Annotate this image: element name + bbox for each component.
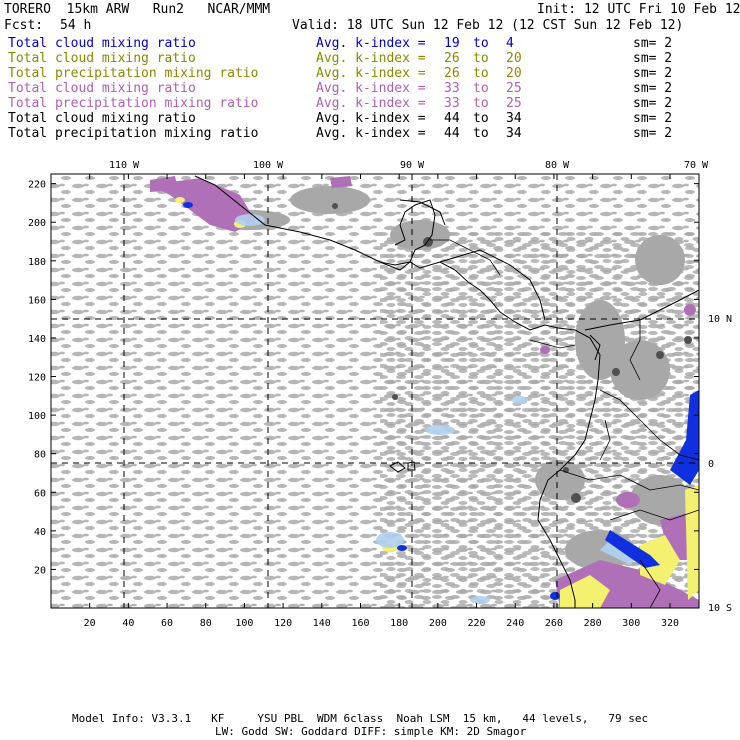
x-tick-label: 140 xyxy=(313,618,331,629)
init-time: Init: 12 UTC Fri 10 Feb 12 xyxy=(537,2,740,17)
legend-field: Total cloud mixing ratio xyxy=(8,51,196,66)
lon-label: 90 W xyxy=(400,160,425,171)
x-tick-label: 320 xyxy=(661,618,679,629)
legend-kindex-to-word: to xyxy=(473,66,489,81)
x-tick-label: 60 xyxy=(161,618,173,629)
legend-kindex-to-word: to xyxy=(473,111,489,126)
x-tick-label: 20 xyxy=(84,618,96,629)
forecast-hours: 54 h xyxy=(60,18,92,33)
axis-ticks xyxy=(51,174,699,608)
x-tick-label: 220 xyxy=(468,618,486,629)
x-tick-label: 240 xyxy=(506,618,524,629)
x-tick-label: 100 xyxy=(235,618,253,629)
legend-kindex-to: 4 xyxy=(506,36,514,51)
legend-smoothing: sm= 2 xyxy=(633,111,673,126)
legend-kindex-to-word: to xyxy=(473,81,489,96)
forecast-label: Fcst: xyxy=(4,18,44,33)
legend-kindex-from: 44 xyxy=(444,111,460,126)
lat-label: 0 xyxy=(708,459,714,470)
x-tick-label: 180 xyxy=(390,618,408,629)
x-tick-label: 200 xyxy=(429,618,447,629)
legend-field: Total cloud mixing ratio xyxy=(8,111,196,126)
x-tick-label: 300 xyxy=(622,618,640,629)
legend-smoothing: sm= 2 xyxy=(633,51,673,66)
x-tick-label: 260 xyxy=(545,618,563,629)
lat-label: 10 N xyxy=(708,314,732,325)
legend-field: Total precipitation mixing ratio xyxy=(8,66,259,81)
legend-kindex-to: 25 xyxy=(506,96,522,111)
y-tick-label: 200 xyxy=(28,218,46,229)
legend-smoothing: sm= 2 xyxy=(633,81,673,96)
physics-info: LW: Godd SW: Goddard DIFF: simple KM: 2D… xyxy=(215,725,527,738)
legend-kindex-label: Avg. k-index = xyxy=(316,66,426,81)
lon-label: 70 W xyxy=(684,160,709,171)
legend-kindex-to: 34 xyxy=(506,126,522,141)
legend-field: Total cloud mixing ratio xyxy=(8,36,196,51)
legend-kindex-to: 25 xyxy=(506,81,522,96)
legend-smoothing: sm= 2 xyxy=(633,36,673,51)
lon-label: 80 W xyxy=(545,160,570,171)
country-borders xyxy=(430,239,699,608)
legend-kindex-label: Avg. k-index = xyxy=(316,126,426,141)
legend-field: Total cloud mixing ratio xyxy=(8,81,196,96)
plot-frame xyxy=(50,173,700,609)
lon-label: 110 W xyxy=(109,160,140,171)
y-tick-label: 220 xyxy=(28,180,46,191)
y-tick-label: 140 xyxy=(28,334,46,345)
y-tick-label: 180 xyxy=(28,257,46,268)
legend-kindex-to-word: to xyxy=(473,51,489,66)
x-tick-label: 120 xyxy=(274,618,292,629)
lon-label: 100 W xyxy=(253,160,284,171)
legend-kindex-to-word: to xyxy=(473,36,489,51)
x-tick-label: 280 xyxy=(584,618,602,629)
y-tick-label: 80 xyxy=(34,450,46,461)
legend-kindex-from: 26 xyxy=(444,51,460,66)
y-tick-label: 160 xyxy=(28,295,46,306)
legend-field: Total precipitation mixing ratio xyxy=(8,96,259,111)
x-tick-label: 40 xyxy=(122,618,134,629)
y-tick-label: 40 xyxy=(34,527,46,538)
legend-kindex-to-word: to xyxy=(473,96,489,111)
y-tick-label: 20 xyxy=(34,565,46,576)
legend-kindex-label: Avg. k-index = xyxy=(316,96,426,111)
legend-kindex-label: Avg. k-index = xyxy=(316,36,426,51)
latlon-grid xyxy=(51,174,699,608)
model-title: TORERO 15km ARW Run2 NCAR/MMM xyxy=(4,2,271,17)
legend-kindex-label: Avg. k-index = xyxy=(316,81,426,96)
legend-kindex-to: 20 xyxy=(506,51,522,66)
model-info: Model Info: V3.3.1 KF YSU PBL WDM 6class… xyxy=(72,712,649,725)
y-tick-label: 60 xyxy=(34,488,46,499)
axis-tick-labels: 20 40 60 80 100 120 140 160 180 200 220 240 260 280 30… xyxy=(28,160,732,629)
legend-kindex-to: 20 xyxy=(506,66,522,81)
y-tick-label: 120 xyxy=(28,373,46,384)
valid-time: Valid: 18 UTC Sun 12 Feb 12 (12 CST Sun … xyxy=(292,18,684,33)
legend-kindex-from: 44 xyxy=(444,126,460,141)
legend-kindex-from: 26 xyxy=(444,66,460,81)
legend-smoothing: sm= 2 xyxy=(633,126,673,141)
y-tick-label: 100 xyxy=(28,411,46,422)
lat-label: 10 S xyxy=(708,603,732,614)
legend-kindex-from: 33 xyxy=(444,81,460,96)
x-tick-label: 160 xyxy=(351,618,369,629)
legend-kindex-to: 34 xyxy=(506,111,522,126)
legend-kindex-label: Avg. k-index = xyxy=(316,111,426,126)
legend-smoothing: sm= 2 xyxy=(633,96,673,111)
legend-kindex-from: 19 xyxy=(444,36,460,51)
lightblue-regions xyxy=(235,214,640,604)
legend-smoothing: sm= 2 xyxy=(633,66,673,81)
x-tick-label: 80 xyxy=(200,618,212,629)
legend-kindex-from: 33 xyxy=(444,96,460,111)
legend-kindex-label: Avg. k-index = xyxy=(316,51,426,66)
legend-field: Total precipitation mixing ratio xyxy=(8,126,259,141)
legend-kindex-to-word: to xyxy=(473,126,489,141)
